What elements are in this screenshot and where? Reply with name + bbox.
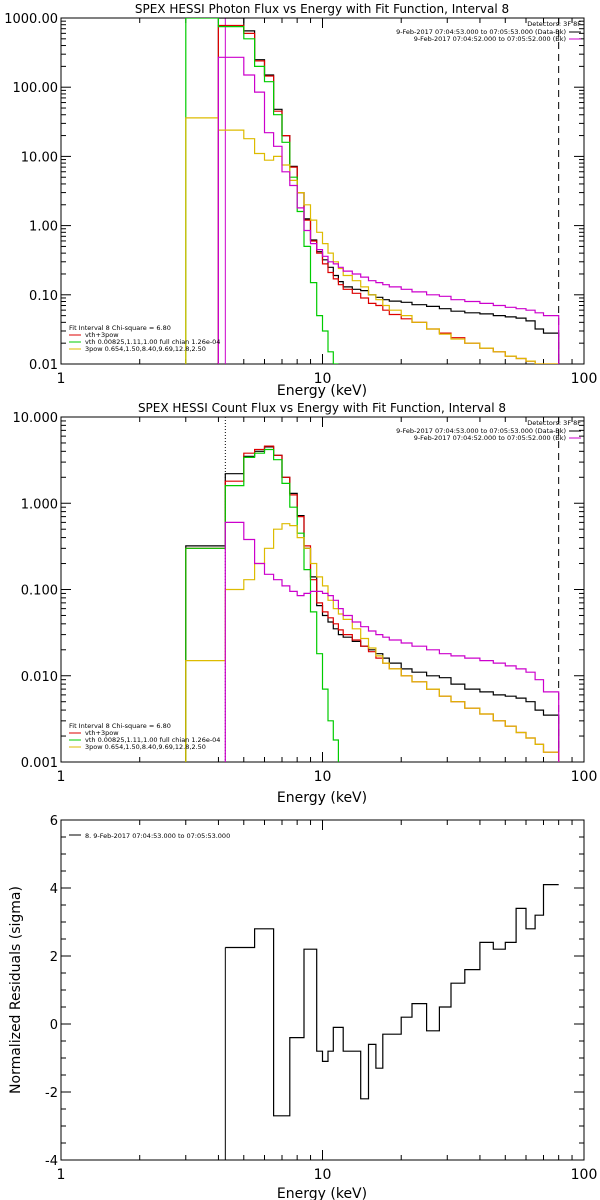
y-tick-label: 10.00 xyxy=(21,150,58,165)
x-tick-label: 10 xyxy=(314,1167,332,1183)
axis-frame xyxy=(60,17,585,365)
x-tick-label: 10 xyxy=(314,769,332,785)
legend-label: 9-Feb-2017 07:04:52.000 to 07:05:52.000 … xyxy=(414,434,566,442)
series-line xyxy=(217,24,559,364)
legend-label: vth 0.00825,1.11,1.00 full chian 1.26e-0… xyxy=(85,736,220,744)
y-tick-label: 2 xyxy=(50,950,58,965)
y-tick-label: 10.000 xyxy=(13,411,59,426)
series-line xyxy=(224,521,560,762)
x-tick-label: 100 xyxy=(571,769,598,785)
y-tick-label: 4 xyxy=(50,882,58,897)
x-tick-label: 100 xyxy=(571,1167,598,1183)
x-tick-label: 1 xyxy=(57,1167,66,1183)
legend-header: Fit Interval 8 Chi-square = 6.80 xyxy=(69,324,171,332)
residuals-panel: Energy (keV) Normalized Residuals (sigma… xyxy=(8,814,597,1200)
x-axis-label: Energy (keV) xyxy=(277,790,367,806)
y-tick-label: 0.100 xyxy=(21,584,58,599)
y-tick-label: 6 xyxy=(50,814,58,829)
series-line xyxy=(185,523,560,762)
y-axis-label: Normalized Residuals (sigma) xyxy=(8,886,24,1094)
series-line xyxy=(185,18,339,364)
series-line xyxy=(225,884,559,1117)
y-tick-label: 0.001 xyxy=(21,756,58,771)
y-tick-label: 1.000 xyxy=(21,497,58,512)
series-line xyxy=(185,446,560,762)
x-tick-label: 1 xyxy=(57,769,66,785)
legend-label: 3pow 0.654,1.50,8.40,9.69,12.8,2.50 xyxy=(85,345,206,353)
legend-label: 9-Feb-2017 07:04:53.000 to 07:05:53.000 … xyxy=(396,427,566,435)
y-tick-label: 1000.00 xyxy=(4,12,58,27)
series-line xyxy=(185,448,339,762)
axis-frame xyxy=(60,819,585,1161)
y-tick-label: 100.00 xyxy=(13,81,59,96)
legend-label: vth+3pow xyxy=(85,729,119,737)
y-tick-label: 0.01 xyxy=(29,358,58,373)
legend-header: Fit Interval 8 Chi-square = 6.80 xyxy=(69,722,171,730)
legend-label: vth+3pow xyxy=(85,331,119,339)
x-tick-label: 10 xyxy=(314,371,332,387)
legend-label: 8. 9-Feb-2017 07:04:53.000 to 07:05:53.0… xyxy=(85,832,230,840)
y-tick-label: -2 xyxy=(45,1086,58,1101)
panel-title: SPEX HESSI Photon Flux vs Energy with Fi… xyxy=(135,2,509,16)
x-axis-label: Energy (keV) xyxy=(277,383,367,399)
axis-frame xyxy=(60,416,585,763)
y-tick-label: 0 xyxy=(50,1018,58,1033)
y-tick-label: 0.10 xyxy=(29,289,58,304)
panel-title: SPEX HESSI Count Flux vs Energy with Fit… xyxy=(138,401,506,415)
legend-label: 3pow 0.654,1.50,8.40,9.69,12.8,2.50 xyxy=(85,743,206,751)
y-tick-label: 0.010 xyxy=(21,670,58,685)
x-axis-label: Energy (keV) xyxy=(277,1186,367,1200)
legend-header: Detectors: 3F 8F xyxy=(527,419,581,427)
legend-label: 9-Feb-2017 07:04:52.000 to 07:05:52.000 … xyxy=(414,35,566,43)
x-tick-label: 1 xyxy=(57,371,66,387)
count-flux-panel: SPEX HESSI Count Flux vs Energy with Fit… xyxy=(13,401,598,806)
series-line xyxy=(217,56,560,364)
legend-label: vth 0.00825,1.11,1.00 full chian 1.26e-0… xyxy=(85,338,220,346)
x-tick-label: 100 xyxy=(571,371,598,387)
series-line xyxy=(217,18,560,364)
legend-label: 9-Feb-2017 07:04:53.000 to 07:05:53.000 … xyxy=(396,28,566,36)
photon-flux-panel: SPEX HESSI Photon Flux vs Energy with Fi… xyxy=(4,2,597,399)
legend-header: Detectors: 3F 8F xyxy=(527,20,581,28)
y-tick-label: -4 xyxy=(45,1154,58,1169)
series-line xyxy=(185,117,559,364)
series-line xyxy=(185,445,560,762)
y-tick-label: 1.00 xyxy=(29,220,58,235)
